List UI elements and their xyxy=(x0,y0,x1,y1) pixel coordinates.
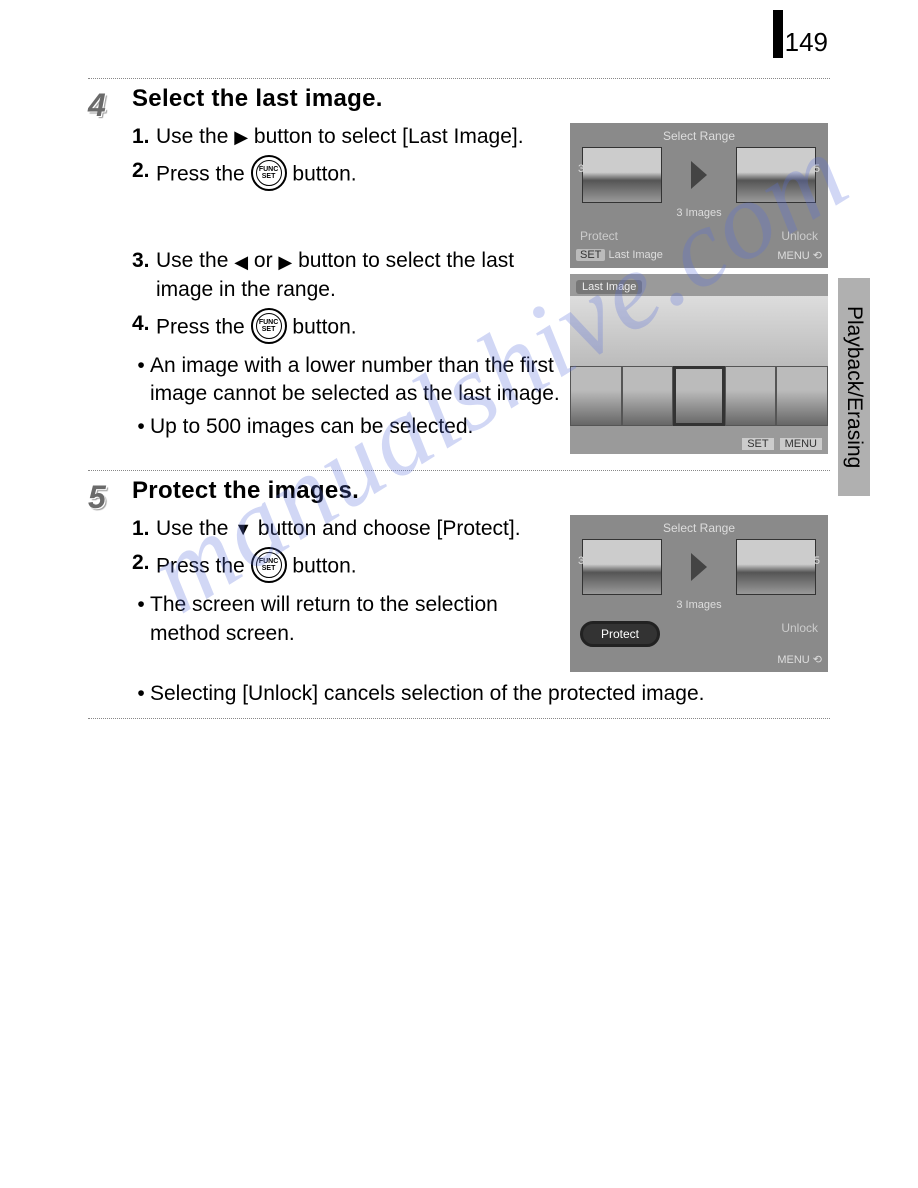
func-set-icon: FUNCSET xyxy=(251,547,287,583)
step-5: 5 Protect the images. 1. Use the ▼ butto… xyxy=(88,471,830,719)
step-title: Select the last image. xyxy=(132,85,830,113)
func-set-icon: FUNCSET xyxy=(251,155,287,191)
note-bullet: •Selecting [Unlock] cancels selection of… xyxy=(132,680,830,708)
instruction: 1. Use the ▶ button to select [Last Imag… xyxy=(132,123,562,151)
content-area: 4 Select the last image. 1. Use the ▶ bu… xyxy=(88,78,830,719)
protect-option: Protect xyxy=(580,229,618,243)
step-number: 4 xyxy=(88,85,128,460)
thumb-first xyxy=(582,539,662,595)
protect-option-selected: Protect xyxy=(580,621,660,647)
camera-screen-select-range: Select Range 3 5 3 Images Protect Unlock xyxy=(570,123,828,268)
instruction: 3. Use the ◀ or ▶ button to select the l… xyxy=(132,247,562,304)
down-arrow-icon: ▼ xyxy=(234,517,252,541)
unlock-option: Unlock xyxy=(781,229,818,243)
thumb-last xyxy=(736,539,816,595)
step-number: 5 xyxy=(88,477,128,708)
instruction: 4. Press the FUNCSET button. xyxy=(132,310,562,346)
thumb-first xyxy=(582,147,662,203)
unlock-option: Unlock xyxy=(781,621,818,647)
page-number: 149 xyxy=(773,10,828,58)
section-tab: Playback/Erasing xyxy=(838,278,870,496)
thumb-last xyxy=(736,147,816,203)
right-arrow-icon: ▶ xyxy=(278,250,292,274)
step-4: 4 Select the last image. 1. Use the ▶ bu… xyxy=(88,79,830,471)
instruction: 2. Press the FUNCSET button. xyxy=(132,157,562,193)
instruction: 1. Use the ▼ button and choose [Protect]… xyxy=(132,515,562,543)
note-bullet: •An image with a lower number than the f… xyxy=(132,352,562,409)
func-set-icon: FUNCSET xyxy=(251,308,287,344)
camera-screen-last-image: Last Image SET MENU xyxy=(570,274,828,454)
section-tab-label: Playback/Erasing xyxy=(842,306,866,468)
note-bullet: •The screen will return to the selection… xyxy=(132,591,562,648)
camera-screen-protect: Select Range 3 5 3 Images Protect Unlock xyxy=(570,515,828,672)
left-arrow-icon: ◀ xyxy=(234,250,248,274)
arrow-icon xyxy=(691,553,707,581)
instruction: 2. Press the FUNCSET button. xyxy=(132,549,562,585)
page-marker-bar xyxy=(773,10,783,58)
step-title: Protect the images. xyxy=(132,477,830,505)
note-bullet: •Up to 500 images can be selected. xyxy=(132,413,562,441)
right-arrow-icon: ▶ xyxy=(234,125,248,149)
page-number-text: 149 xyxy=(785,27,828,58)
arrow-icon xyxy=(691,161,707,189)
